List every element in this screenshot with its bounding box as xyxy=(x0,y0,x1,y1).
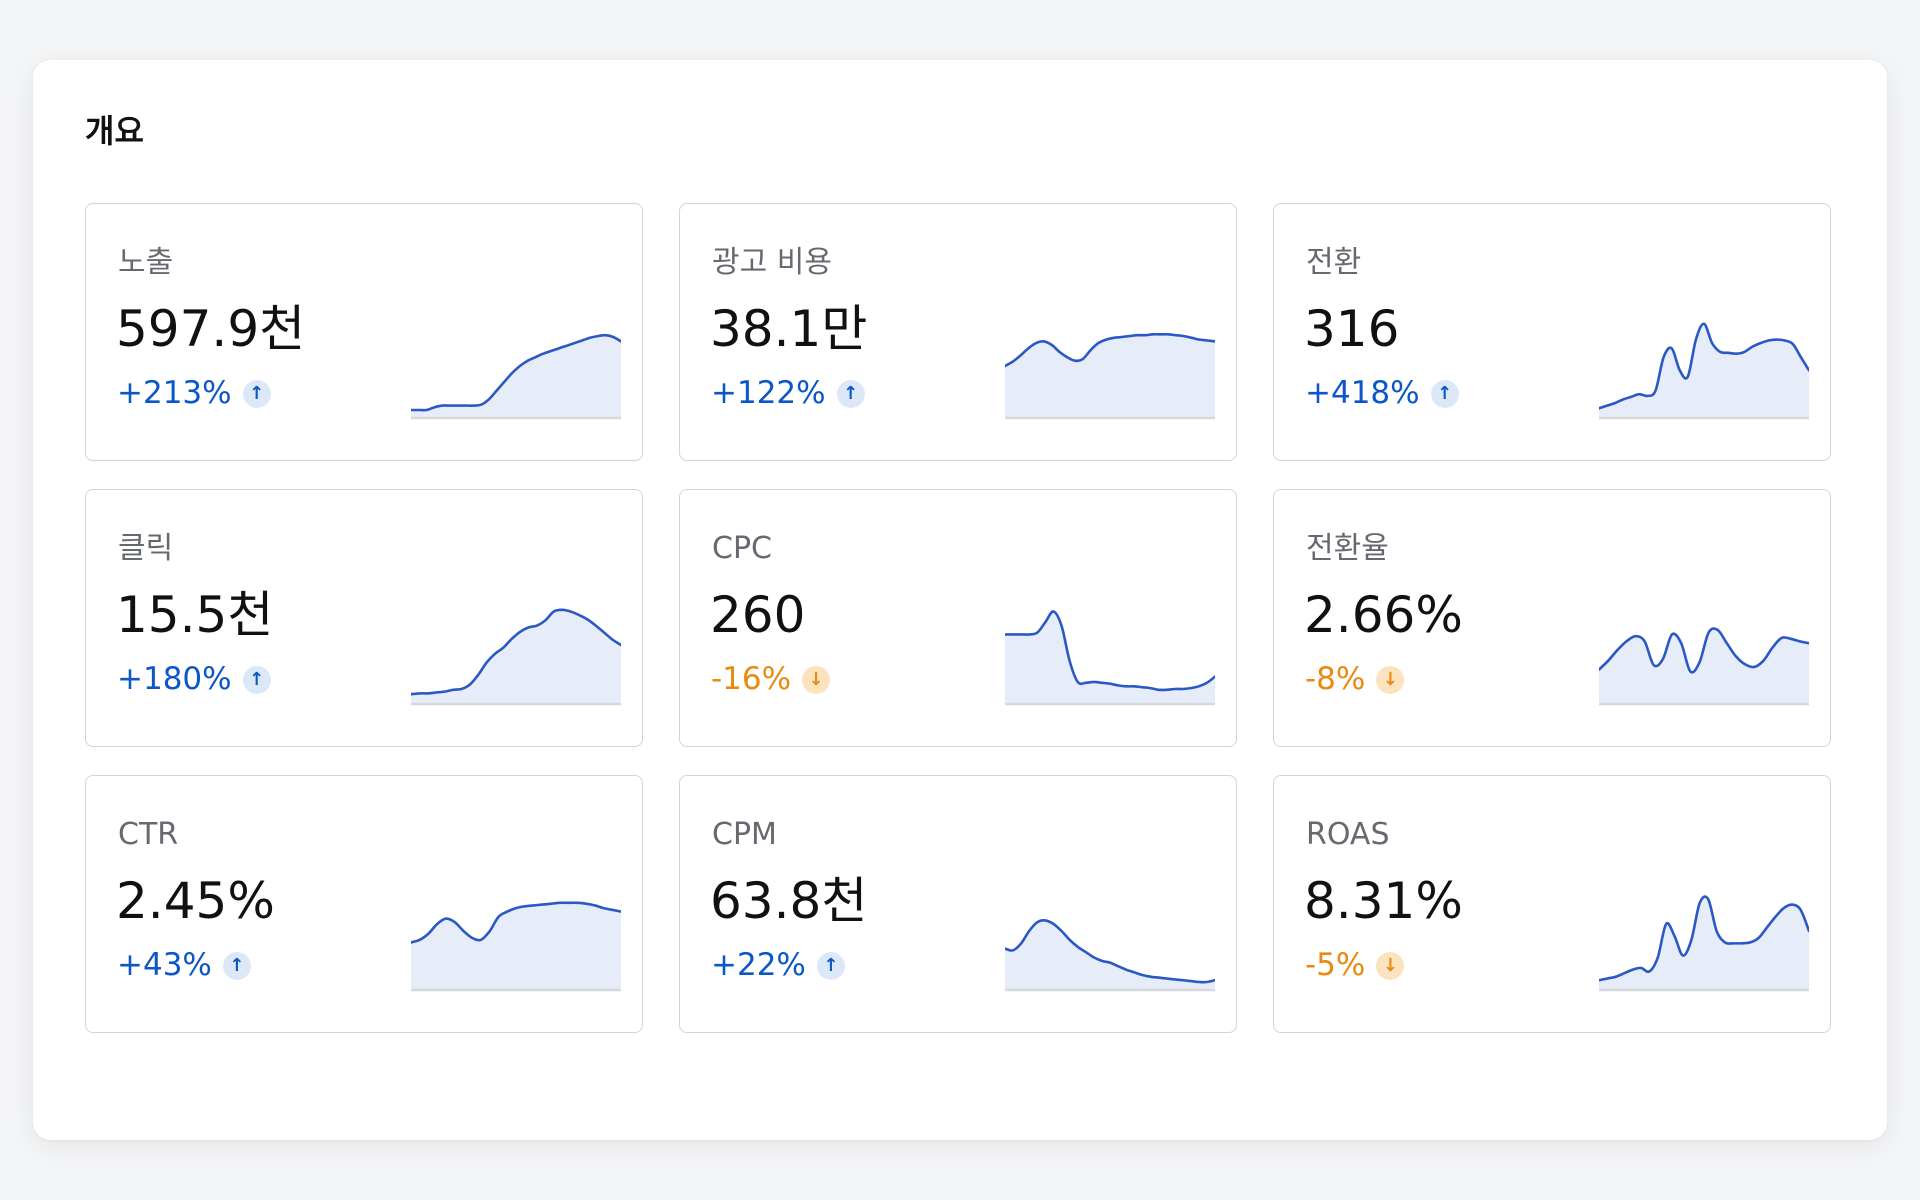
sparkline-chart xyxy=(1599,627,1809,706)
metric-value: 597.9천 xyxy=(116,300,306,358)
sparkline-line xyxy=(411,901,621,944)
sparkline-line xyxy=(1599,627,1809,674)
metric-change-value: +418% xyxy=(1305,375,1420,411)
arrow-down-icon: ↓ xyxy=(1376,951,1405,980)
sparkline-line xyxy=(1599,322,1809,410)
metric-change-value: -8% xyxy=(1305,661,1366,697)
arrow-up-icon: ↑ xyxy=(242,665,271,694)
metric-change-value: -5% xyxy=(1305,947,1366,983)
metric-label: 전환율 xyxy=(1306,531,1389,566)
metric-change-value: +22% xyxy=(711,947,806,983)
metric-card-cpm[interactable]: CPM 63.8천 +22% ↑ xyxy=(679,775,1237,1033)
metric-change: -8% ↓ xyxy=(1305,661,1405,697)
sparkline-chart xyxy=(1599,895,1809,992)
metric-card-roas[interactable]: ROAS 8.31% -5% ↓ xyxy=(1273,775,1831,1033)
metric-value: 2.66% xyxy=(1304,586,1463,644)
sparkline-area xyxy=(411,902,621,990)
metric-value: 2.45% xyxy=(116,872,275,930)
sparkline-chart xyxy=(1005,332,1215,420)
metric-card-ad-spend[interactable]: 광고 비용 38.1만 +122% ↑ xyxy=(679,203,1237,461)
sparkline-line xyxy=(411,333,621,412)
metric-label: CPM xyxy=(712,817,777,852)
metric-card-conversions[interactable]: 전환 316 +418% ↑ xyxy=(1273,203,1831,461)
arrow-up-icon: ↑ xyxy=(242,379,271,408)
sparkline-area xyxy=(411,609,621,704)
metric-value: 63.8천 xyxy=(710,872,868,930)
arrow-up-icon: ↑ xyxy=(1430,379,1459,408)
sparkline-chart xyxy=(411,333,621,420)
metric-change: -16% ↓ xyxy=(711,661,831,697)
metric-change: +180% ↑ xyxy=(117,664,271,695)
arrow-up-icon: ↑ xyxy=(836,379,865,408)
metric-change: -5% ↓ xyxy=(1305,947,1405,983)
sparkline-area xyxy=(1599,628,1809,704)
metric-value: 316 xyxy=(1304,300,1400,358)
metrics-grid: 노출 597.9천 +213% ↑ 광고 비용 38.1만 +122% ↑ 전환… xyxy=(85,203,1831,1033)
metric-card-conversion-rate[interactable]: 전환율 2.66% -8% ↓ xyxy=(1273,489,1831,747)
metric-value: 15.5천 xyxy=(116,586,274,644)
sparkline-area xyxy=(1005,334,1215,418)
metric-label: ROAS xyxy=(1306,817,1390,852)
sparkline-chart xyxy=(1005,610,1215,706)
sparkline-area xyxy=(411,335,621,418)
metric-change-value: +43% xyxy=(117,947,212,983)
sparkline-chart xyxy=(1599,322,1809,420)
metric-label: 노출 xyxy=(118,245,174,280)
metric-change: +213% ↑ xyxy=(117,378,271,409)
sparkline-area xyxy=(1599,896,1809,990)
sparkline-area xyxy=(1005,920,1215,990)
arrow-up-icon: ↑ xyxy=(816,951,845,980)
metric-label: CTR xyxy=(118,817,179,852)
sparkline-line xyxy=(1599,895,1809,982)
metric-change: +43% ↑ xyxy=(117,950,251,981)
sparkline-chart xyxy=(411,608,621,706)
metric-value: 38.1만 xyxy=(710,300,868,358)
panel-title: 개요 xyxy=(85,112,144,150)
metric-change-value: -16% xyxy=(711,661,792,697)
metric-change: +22% ↑ xyxy=(711,950,845,981)
metric-label: 광고 비용 xyxy=(712,245,832,280)
metric-change: +122% ↑ xyxy=(711,378,865,409)
metric-change-value: +180% xyxy=(117,661,232,697)
metric-change-value: +122% xyxy=(711,375,826,411)
metric-label: 전환 xyxy=(1306,245,1362,280)
metric-card-impressions[interactable]: 노출 597.9천 +213% ↑ xyxy=(85,203,643,461)
metric-value: 8.31% xyxy=(1304,872,1463,930)
sparkline-line xyxy=(1005,919,1215,984)
metric-value: 260 xyxy=(710,586,806,644)
arrow-down-icon: ↓ xyxy=(802,665,831,694)
metric-change-value: +213% xyxy=(117,375,232,411)
sparkline-line xyxy=(411,608,621,696)
metric-label: CPC xyxy=(712,531,772,566)
overview-panel: 개요 노출 597.9천 +213% ↑ 광고 비용 38.1만 +122% ↑… xyxy=(33,60,1887,1140)
metric-change: +418% ↑ xyxy=(1305,378,1459,409)
metric-label: 클릭 xyxy=(118,531,174,566)
sparkline-line xyxy=(1005,610,1215,692)
arrow-down-icon: ↓ xyxy=(1376,665,1405,694)
sparkline-line xyxy=(1005,332,1215,368)
arrow-up-icon: ↑ xyxy=(222,951,251,980)
metric-card-cpc[interactable]: CPC 260 -16% ↓ xyxy=(679,489,1237,747)
metric-card-clicks[interactable]: 클릭 15.5천 +180% ↑ xyxy=(85,489,643,747)
metric-card-ctr[interactable]: CTR 2.45% +43% ↑ xyxy=(85,775,643,1033)
sparkline-chart xyxy=(411,901,621,992)
sparkline-area xyxy=(1005,611,1215,704)
sparkline-area xyxy=(1599,323,1809,418)
sparkline-chart xyxy=(1005,919,1215,992)
